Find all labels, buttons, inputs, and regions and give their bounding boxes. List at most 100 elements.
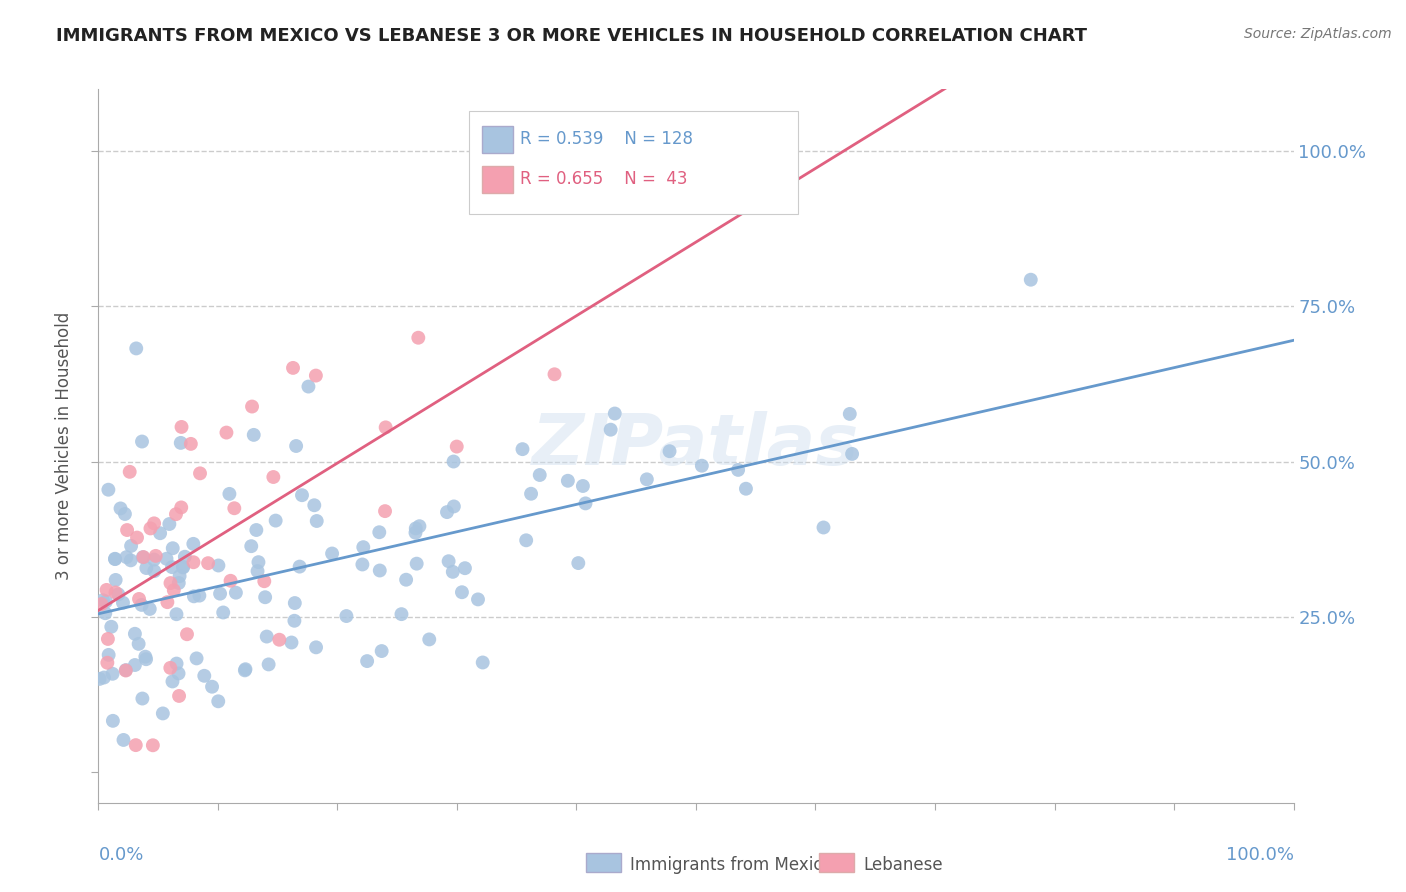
Point <box>170 500 193 515</box>
FancyBboxPatch shape <box>586 854 620 872</box>
Point <box>352 558 374 572</box>
Point <box>135 561 157 575</box>
Point <box>281 360 304 375</box>
Point <box>104 585 127 599</box>
Point <box>207 558 229 573</box>
Point <box>186 651 208 665</box>
Point <box>89 672 111 686</box>
Point <box>515 533 537 548</box>
Point <box>197 556 219 570</box>
Point <box>143 552 166 566</box>
Point <box>218 487 240 501</box>
Point <box>451 585 474 599</box>
Point <box>305 640 328 655</box>
Point <box>163 583 186 598</box>
Point <box>166 607 188 622</box>
Point <box>156 595 179 609</box>
Point <box>188 589 211 603</box>
Point <box>291 488 314 502</box>
Point <box>201 680 224 694</box>
Point <box>246 564 269 578</box>
FancyBboxPatch shape <box>470 111 797 214</box>
Text: ZIPatlas: ZIPatlas <box>533 411 859 481</box>
Point <box>142 739 165 753</box>
Point <box>120 539 142 553</box>
Point <box>152 706 174 721</box>
Point <box>97 483 120 497</box>
Point <box>131 598 153 612</box>
Point <box>94 606 117 620</box>
Point <box>395 573 418 587</box>
Point <box>160 560 183 574</box>
Point <box>167 689 190 703</box>
Point <box>225 585 247 599</box>
Point <box>183 537 205 551</box>
Point <box>436 505 458 519</box>
Point <box>219 574 242 588</box>
Point <box>159 576 181 591</box>
FancyBboxPatch shape <box>820 854 853 872</box>
Point <box>167 576 190 591</box>
Y-axis label: 3 or more Vehicles in Household: 3 or more Vehicles in Household <box>55 312 73 580</box>
Point <box>368 564 391 578</box>
Point <box>352 540 374 554</box>
Point <box>139 521 162 535</box>
Point <box>735 482 758 496</box>
Point <box>193 669 215 683</box>
Point <box>520 487 543 501</box>
Point <box>145 549 167 563</box>
Point <box>114 664 136 678</box>
Point <box>446 440 468 454</box>
Point <box>110 501 132 516</box>
Point <box>155 551 177 566</box>
Point <box>254 591 277 605</box>
Point <box>253 574 276 589</box>
Point <box>101 666 124 681</box>
Point <box>408 331 430 345</box>
Point <box>149 526 172 541</box>
Point <box>335 609 357 624</box>
Point <box>405 521 427 535</box>
Point <box>143 516 166 531</box>
Point <box>90 597 112 611</box>
Point <box>172 560 194 574</box>
Point <box>242 428 264 442</box>
Point <box>183 590 205 604</box>
Point <box>118 465 141 479</box>
Point <box>91 593 114 607</box>
Text: IMMIGRANTS FROM MEXICO VS LEBANESE 3 OR MORE VEHICLES IN HOUSEHOLD CORRELATION C: IMMIGRANTS FROM MEXICO VS LEBANESE 3 OR … <box>56 27 1087 45</box>
Point <box>512 442 534 457</box>
Point <box>285 439 308 453</box>
Point <box>374 420 396 434</box>
Point <box>104 551 127 566</box>
Point <box>235 662 257 676</box>
Point <box>162 541 184 556</box>
Point <box>240 400 263 414</box>
Point <box>166 657 188 671</box>
Point <box>224 501 246 516</box>
Point <box>132 550 155 565</box>
Point <box>245 523 267 537</box>
Point <box>529 468 551 483</box>
Point <box>572 479 595 493</box>
Point <box>690 458 713 473</box>
Point <box>162 674 184 689</box>
Point <box>104 573 127 587</box>
Point <box>97 648 120 662</box>
Point <box>172 560 194 574</box>
Text: R = 0.539    N = 128: R = 0.539 N = 128 <box>520 130 693 148</box>
Point <box>100 620 122 634</box>
Point <box>134 649 156 664</box>
Point <box>1019 273 1042 287</box>
Point <box>441 565 464 579</box>
Point <box>212 606 235 620</box>
Point <box>262 470 284 484</box>
Point <box>159 661 181 675</box>
Point <box>114 663 136 677</box>
Point <box>374 504 396 518</box>
Point <box>437 554 460 568</box>
Point <box>567 556 589 570</box>
Text: Lebanese: Lebanese <box>863 856 943 874</box>
Point <box>128 591 150 606</box>
Point <box>180 437 202 451</box>
